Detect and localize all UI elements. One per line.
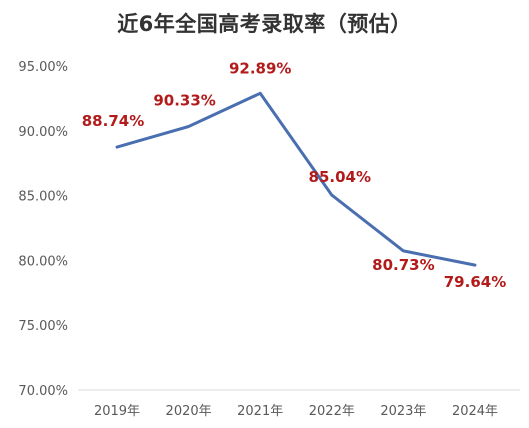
x-tick-label: 2020年	[166, 404, 212, 419]
series-line	[115, 91, 477, 267]
x-tick-label: 2019年	[94, 404, 140, 419]
data-label: 90.33%	[153, 92, 215, 110]
data-label: 85.04%	[309, 168, 371, 186]
y-tick-label: 80.00%	[18, 254, 68, 269]
x-tick-label: 2022年	[309, 404, 355, 419]
y-axis-ticks: 70.00% 75.00% 80.00% 85.00% 90.00% 95.00%	[18, 60, 68, 399]
x-tick-label: 2024年	[452, 404, 498, 419]
y-tick-label: 85.00%	[18, 190, 68, 205]
data-label: 92.89%	[229, 59, 291, 77]
y-tick-label: 95.00%	[18, 60, 68, 75]
x-axis-ticks: 2019年 2020年 2021年 2022年 2023年 2024年	[94, 404, 498, 419]
data-label: 88.74%	[82, 112, 144, 130]
x-tick-label: 2023年	[380, 404, 426, 419]
y-tick-label: 90.00%	[18, 125, 68, 140]
chart-title: 近6年全国高考录取率（预估）	[117, 12, 412, 36]
data-label: 79.64%	[444, 273, 506, 291]
y-tick-label: 75.00%	[18, 319, 68, 334]
y-tick-label: 70.00%	[18, 384, 68, 399]
data-label: 80.73%	[372, 256, 434, 274]
data-labels: 88.74% 90.33% 92.89% 85.04% 80.73% 79.64%	[82, 59, 506, 291]
x-tick-label: 2021年	[237, 404, 283, 419]
